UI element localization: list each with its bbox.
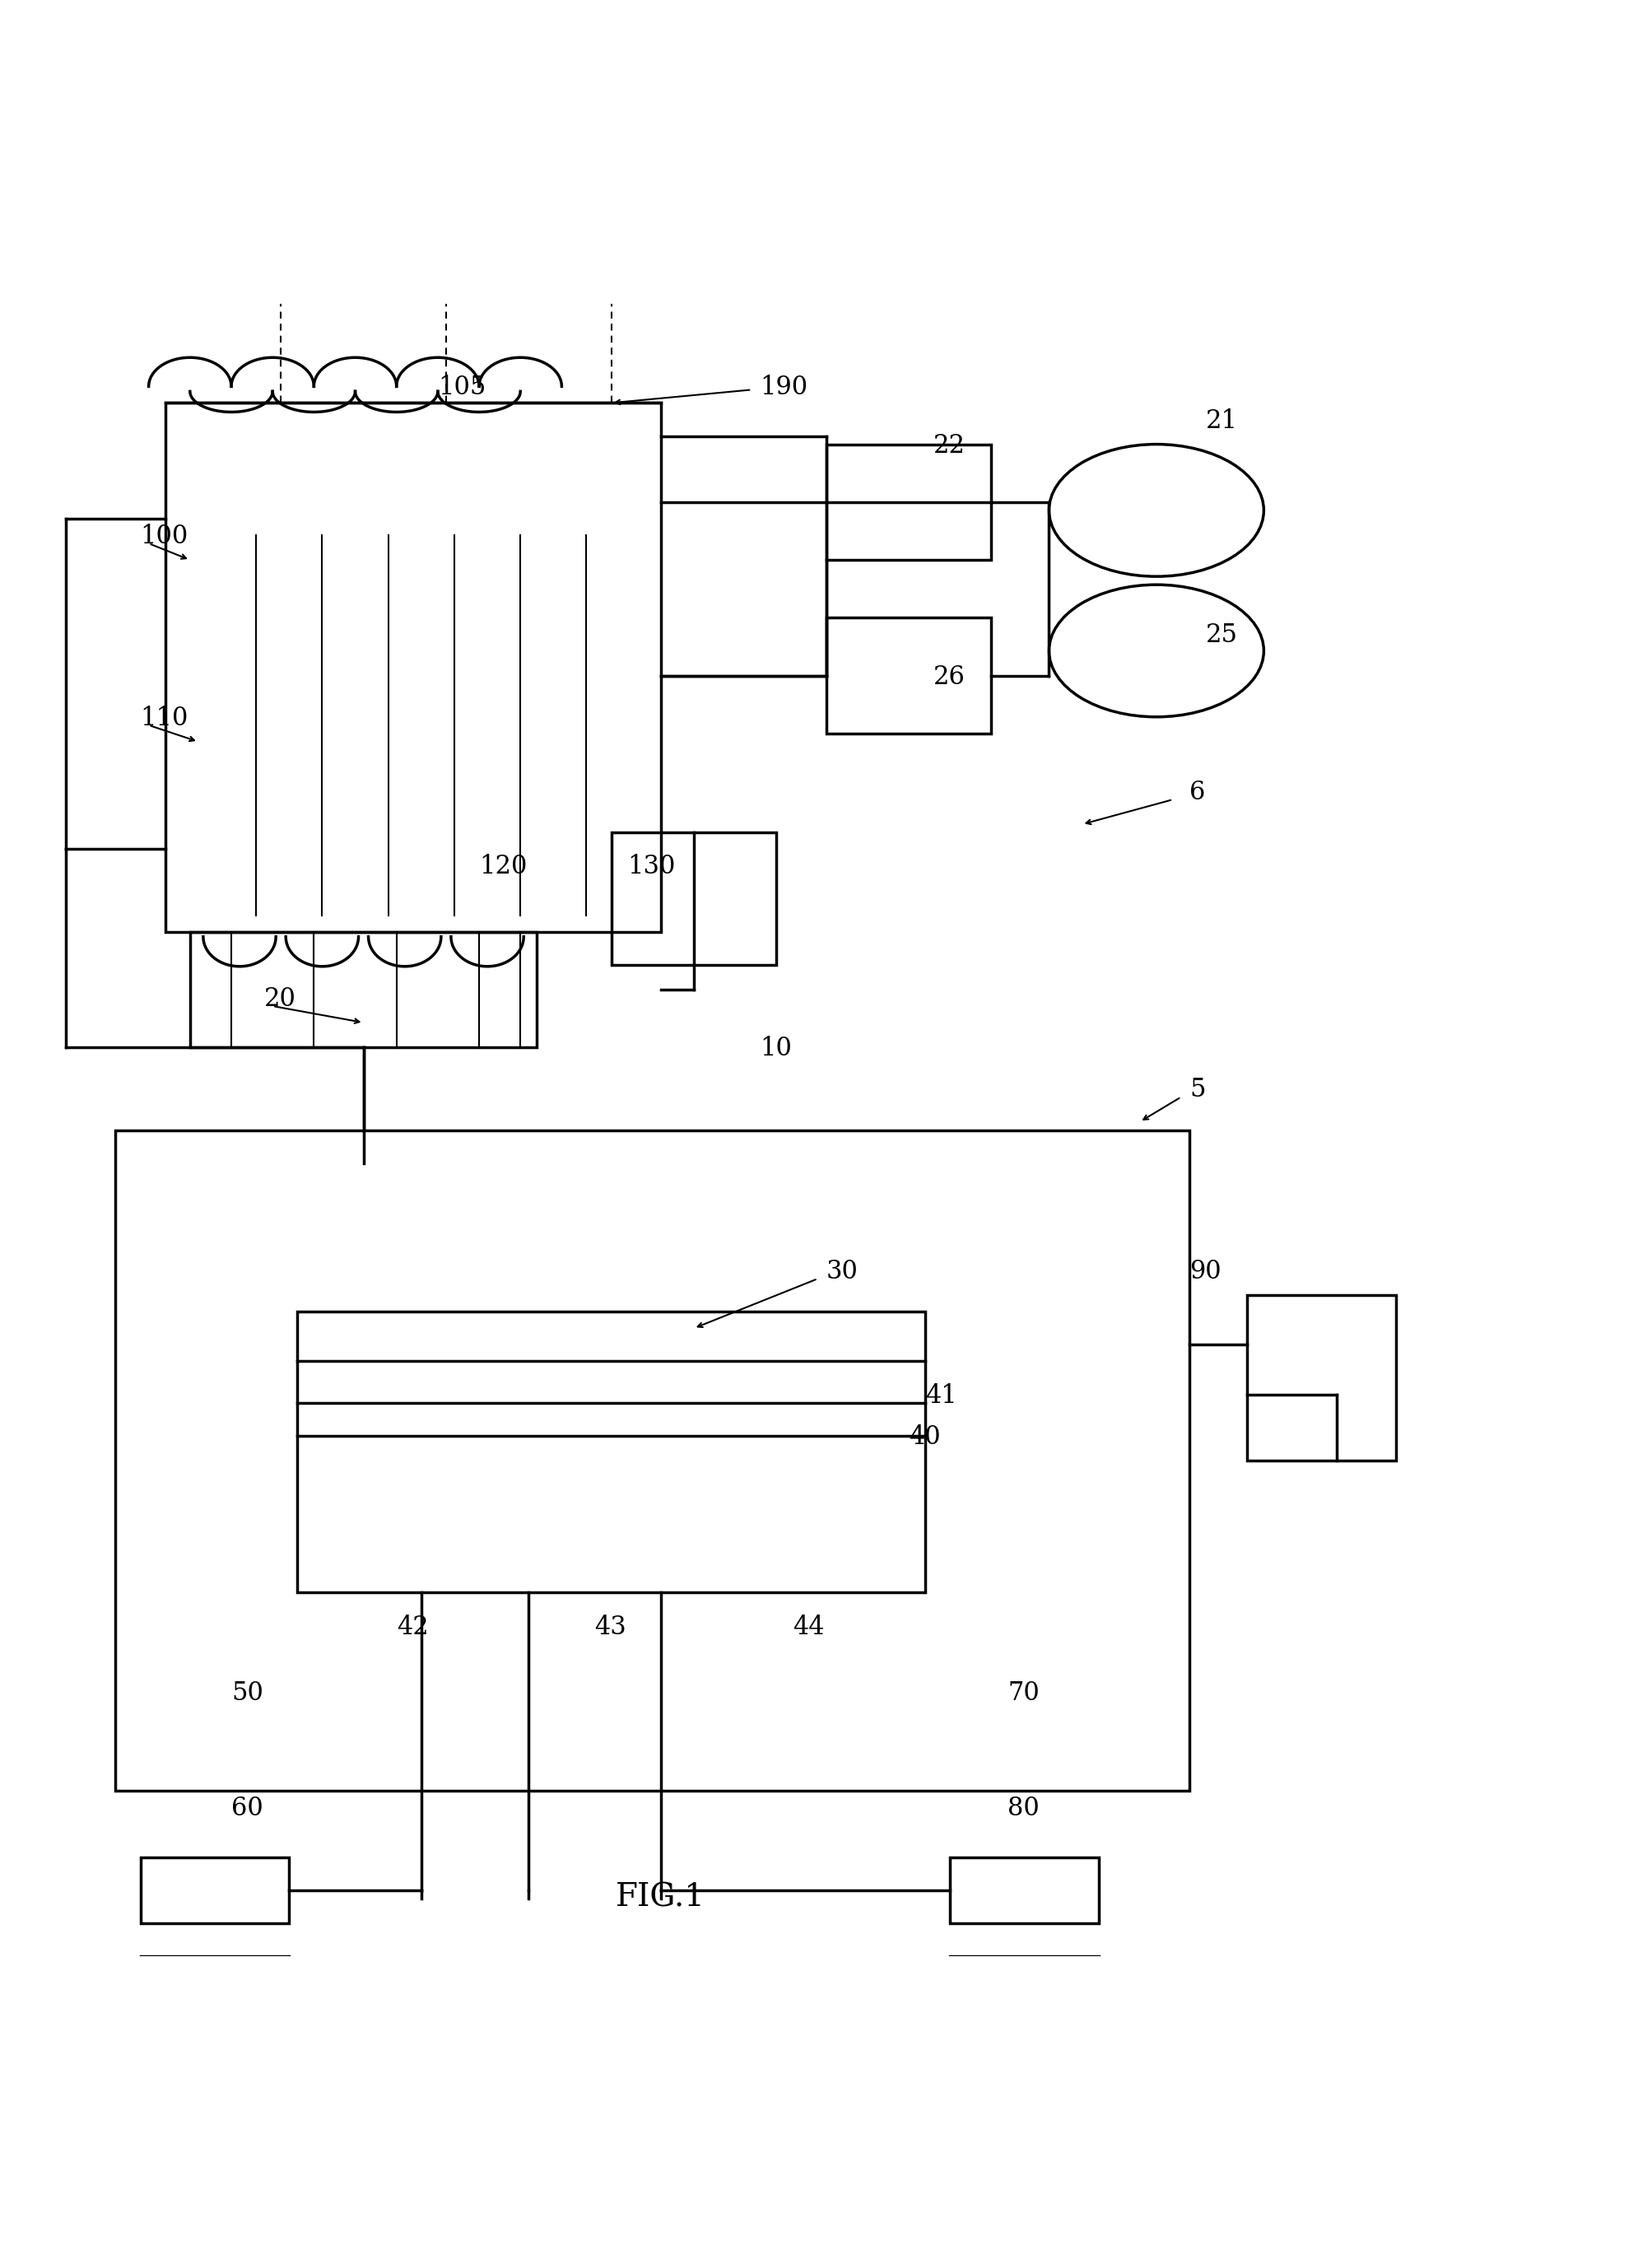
Text: 10: 10 bbox=[760, 1035, 791, 1062]
Text: 60: 60 bbox=[231, 1797, 263, 1822]
Text: 100: 100 bbox=[140, 524, 188, 549]
Text: 120: 120 bbox=[479, 854, 527, 879]
Text: 80: 80 bbox=[1008, 1797, 1039, 1822]
Text: FIG.1: FIG.1 bbox=[616, 1883, 705, 1914]
Text: 44: 44 bbox=[793, 1614, 824, 1641]
Text: 70: 70 bbox=[1008, 1681, 1039, 1706]
Text: 20: 20 bbox=[264, 985, 296, 1012]
Text: 40: 40 bbox=[909, 1424, 940, 1449]
Text: 50: 50 bbox=[231, 1681, 263, 1706]
Text: 5: 5 bbox=[1189, 1078, 1206, 1103]
Text: 25: 25 bbox=[1206, 624, 1237, 649]
Text: 41: 41 bbox=[925, 1383, 957, 1408]
Text: 90: 90 bbox=[1189, 1259, 1221, 1284]
Text: 130: 130 bbox=[628, 854, 676, 879]
Text: 105: 105 bbox=[438, 375, 486, 400]
Text: 26: 26 bbox=[933, 664, 965, 689]
Text: 6: 6 bbox=[1189, 780, 1206, 805]
Text: 43: 43 bbox=[595, 1614, 626, 1641]
Text: 190: 190 bbox=[760, 375, 808, 400]
Text: 21: 21 bbox=[1206, 409, 1237, 434]
Text: 42: 42 bbox=[396, 1614, 428, 1641]
Text: 110: 110 bbox=[140, 705, 188, 730]
Text: 30: 30 bbox=[826, 1259, 857, 1284]
Text: 22: 22 bbox=[933, 432, 965, 459]
